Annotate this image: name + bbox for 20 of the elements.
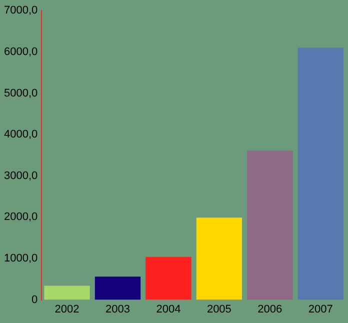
- x-tick-label: 2003: [105, 303, 130, 316]
- bar: [196, 218, 242, 300]
- x-tick-label: 2006: [258, 303, 282, 316]
- bar: [247, 150, 293, 300]
- y-tick-label: 4000,0: [4, 128, 38, 141]
- y-tick-label: 5000,0: [4, 87, 38, 100]
- x-tick-label: 2004: [156, 303, 181, 316]
- y-tick-label: 2000,0: [4, 211, 38, 224]
- x-tick-label: 2005: [206, 303, 232, 316]
- x-tick-label: 2002: [54, 303, 80, 316]
- y-tick-label: 7000,0: [4, 4, 38, 17]
- bar: [298, 48, 344, 300]
- y-tick-label: 1000,0: [4, 252, 38, 265]
- bar: [94, 276, 141, 300]
- y-tick-label: 6000,0: [4, 46, 38, 58]
- x-tick-label: 2007: [308, 303, 333, 316]
- bar: [44, 286, 90, 300]
- y-tick-label: 0: [32, 294, 38, 306]
- y-tick-label: 3000,0: [4, 170, 38, 182]
- bar: [146, 256, 192, 300]
